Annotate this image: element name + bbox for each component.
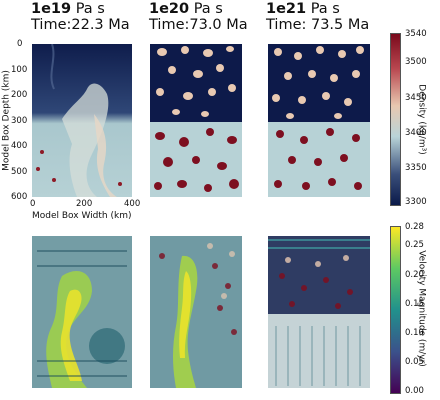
ytick-300: 300 [11,116,28,126]
velocity-panel-1e20 [150,236,242,388]
x-axis-title: Model Box Width (km) [32,211,132,221]
density-colorbar [390,33,401,206]
ytick-500: 500 [11,167,28,177]
density-panel-1e21 [268,44,370,197]
ytick-400: 400 [11,141,28,151]
velocity-cb-tick-0.00: 0.00 [405,386,424,396]
velocity-cb-tick-0.28: 0.28 [405,222,424,232]
velocity-panel-1e21 [268,236,370,388]
panel-title-1e19: 1e19 Pa s [31,1,105,17]
ytick-600: 600 [11,192,28,202]
density-cb-tick-3400: 3400 [405,128,427,138]
panel-time-1e21: Time: 73.5 Ma [266,17,370,33]
velocity-colorbar [390,226,401,394]
velocity-cb-tick-0.10: 0.10 [405,328,424,338]
ytick-100: 100 [11,65,28,75]
density-cb-tick-3350: 3350 [405,163,427,173]
velocity-panel-1e19 [32,236,132,388]
xtick-200: 200 [76,199,93,209]
velocity-cb-tick-0.15: 0.15 [405,299,424,309]
y-axis-title: Model Box Depth (km) [1,70,12,171]
panel-time-1e19: Time:22.3 Ma [31,17,130,33]
density-cb-tick-3540: 3540 [405,29,427,39]
density-panel-1e20 [150,44,242,197]
xtick-0: 0 [30,199,36,209]
panel-time-1e20: Time:73.0 Ma [149,17,248,33]
panel-title-1e21: 1e21 Pa s [266,1,340,17]
density-cb-tick-3500: 3500 [405,57,427,67]
density-cb-tick-3450: 3450 [405,93,427,103]
velocity-cb-tick-0.05: 0.05 [405,357,424,367]
ytick-0: 0 [17,39,23,49]
xtick-400: 400 [124,199,141,209]
velocity-colorbar-title: Velocity Magnitude (m/yr) [416,250,427,367]
velocity-cb-tick-0.20: 0.20 [405,270,424,280]
density-cb-tick-3300: 3300 [405,197,427,207]
panel-title-1e20: 1e20 Pa s [149,1,223,17]
ytick-200: 200 [11,90,28,100]
density-colorbar-title: Density (kg/m³) [416,84,427,155]
velocity-cb-tick-0.25: 0.25 [405,240,424,250]
density-panel-1e19 [32,44,132,197]
